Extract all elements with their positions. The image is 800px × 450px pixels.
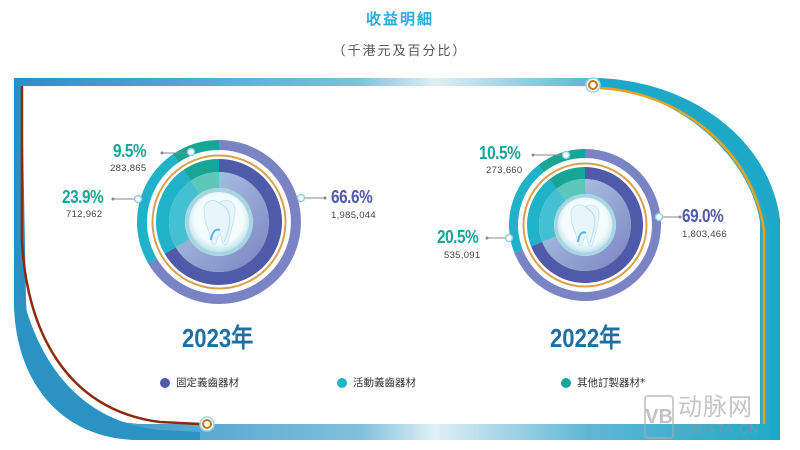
- tooth-icon: [203, 199, 236, 246]
- label-2022-other-amount: 273,660: [486, 165, 523, 176]
- page-title: 收益明細: [365, 10, 434, 28]
- label-2022-removable-pct: 20.5%: [437, 227, 479, 247]
- label-2023-fixed-amount: 1,985,044: [331, 210, 376, 221]
- watermark: VB 动脉网 VBDATA.CN: [644, 394, 760, 439]
- legend-item-other-custom: 其他訂製器材*: [561, 375, 645, 390]
- legend-item-removable-dentures: 活動義齒器材: [337, 375, 416, 390]
- label-2023-other-pct: 9.5%: [113, 141, 147, 161]
- donut-2023: [111, 140, 327, 304]
- legend-label: 固定義齒器材: [176, 377, 239, 389]
- legend-label: 其他訂製器材*: [577, 377, 646, 389]
- label-2023-removable-amount: 712,962: [66, 209, 103, 220]
- tooth-icon: [570, 204, 600, 247]
- legend-dot-icon: [337, 377, 347, 388]
- legend-label: 活動義齒器材: [353, 377, 416, 389]
- legend-dot-icon: [561, 377, 571, 388]
- year-label-2023: 2023年: [182, 323, 254, 353]
- label-2022-removable-amount: 535,091: [444, 250, 481, 261]
- label-2023-removable-pct: 23.9%: [62, 187, 104, 207]
- label-2022-fixed-amount: 1,803,466: [682, 229, 727, 240]
- legend-item-fixed-dentures: 固定義齒器材: [160, 375, 239, 390]
- year-label-2022: 2022年: [550, 323, 622, 353]
- watermark-logo-icon: VB: [644, 395, 674, 439]
- legend-dot-icon: [160, 377, 170, 388]
- page-subtitle: （千港元及百分比）: [332, 44, 468, 59]
- donut-2022: [485, 149, 682, 301]
- watermark-en: VBDATA.CN: [678, 421, 760, 436]
- label-2022-fixed-pct: 69.0%: [682, 206, 724, 226]
- label-2023-other-amount: 283,865: [110, 163, 147, 174]
- watermark-cn: 动脉网: [678, 394, 753, 421]
- label-2023-fixed-pct: 66.6%: [331, 187, 373, 207]
- label-2022-other-pct: 10.5%: [479, 143, 521, 163]
